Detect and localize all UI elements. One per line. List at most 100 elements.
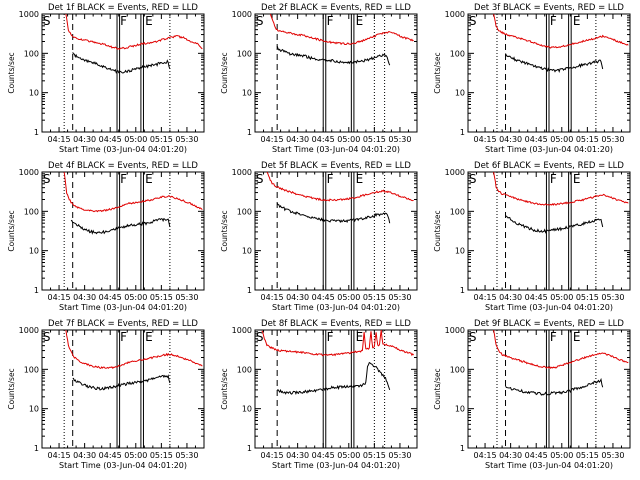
panel-det-2: Det 2f BLACK = Events, RED = LLD 1 10 100 10… [220,3,418,154]
series-events-line [72,52,171,74]
interval-marker-s: S [256,14,264,28]
y-tick-label: 100 [450,365,465,374]
y-tick-label: 1000 [232,10,252,19]
y-tick-label: 1000 [19,168,39,177]
interval-marker-e: E [573,14,581,28]
x-tick-label: 04:30 [499,135,522,144]
x-tick-label: 04:15 [261,293,284,302]
y-axis-label: Counts/sec [7,210,16,251]
y-tick-label: 100 [24,207,39,216]
y-tick-label: 1 [460,286,465,295]
series-lld-line [63,172,203,213]
interval-marker-f: F [327,330,334,344]
x-tick-label: 05:00 [550,135,573,144]
y-tick-label: 100 [237,365,252,374]
panel-title: Det 5f BLACK = Events, RED = LLD [261,161,411,171]
x-tick-label: 05:00 [550,293,573,302]
y-tick-label: 1 [460,444,465,453]
x-tick-label: 05:15 [363,451,386,460]
x-tick-label: 05:30 [175,293,198,302]
interval-marker-e: E [573,330,581,344]
y-axis-label: Counts/sec [433,52,442,93]
y-tick-label: 1000 [445,10,465,19]
interval-marker-s: S [256,330,264,344]
x-axis-label: Start Time (03-Jun-04 04:01:20) [272,145,400,154]
interval-marker-e: E [145,330,153,344]
series-lld-line [493,330,629,369]
x-axis-label: Start Time (03-Jun-04 04:01:20) [485,461,613,470]
plot-frame [254,13,418,133]
x-tick-label: 05:30 [388,135,411,144]
x-tick-label: 04:30 [73,293,96,302]
x-tick-label: 05:30 [175,451,198,460]
panel-title: Det 7f BLACK = Events, RED = LLD [48,319,198,329]
interval-marker-e: E [356,330,364,344]
x-tick-label: 05:30 [601,451,624,460]
series-events-line [505,214,604,234]
plot-frame [254,329,418,449]
panel-det-7: Det 7f BLACK = Events, RED = LLD 1 10 100 10… [7,319,205,470]
series-lld-line [266,172,414,202]
x-tick-label: 04:30 [286,451,309,460]
series-events-line [72,374,171,391]
panel-title: Det 6f BLACK = Events, RED = LLD [474,161,624,171]
x-tick-label: 05:15 [576,135,599,144]
x-tick-label: 05:15 [150,451,173,460]
y-tick-label: 10 [29,247,39,256]
y-tick-label: 10 [29,89,39,98]
x-tick-label: 04:45 [312,135,335,144]
y-tick-label: 1 [460,128,465,137]
y-axis-label: Counts/sec [7,52,16,93]
panel-det-8: Det 8f BLACK = Events, RED = LLD 1 10 100 10… [220,319,418,470]
x-tick-label: 05:30 [388,293,411,302]
series-lld-line [65,330,203,370]
interval-marker-s: S [469,172,477,186]
x-tick-label: 05:15 [576,451,599,460]
x-axis-label: Start Time (03-Jun-04 04:01:20) [59,145,187,154]
x-tick-label: 04:15 [48,293,71,302]
series-lld-line [261,330,414,357]
y-tick-label: 10 [455,405,465,414]
x-axis-label: Start Time (03-Jun-04 04:01:20) [485,303,613,312]
y-tick-label: 1 [34,286,39,295]
x-tick-label: 05:30 [175,135,198,144]
panel-det-6: Det 6f BLACK = Events, RED = LLD 1 10 100 10… [433,161,631,312]
y-axis-label: Counts/sec [220,368,229,409]
interval-marker-s: S [43,14,51,28]
y-tick-label: 10 [29,405,39,414]
x-axis-label: Start Time (03-Jun-04 04:01:20) [59,303,187,312]
x-tick-label: 04:30 [73,135,96,144]
y-tick-label: 1 [247,444,252,453]
x-axis-label: Start Time (03-Jun-04 04:01:20) [272,461,400,470]
x-tick-label: 04:45 [99,293,122,302]
plot-frame [41,171,205,291]
x-tick-label: 05:15 [363,293,386,302]
interval-marker-e: E [356,14,364,28]
y-tick-label: 100 [450,49,465,58]
x-tick-label: 05:30 [388,451,411,460]
interval-marker-s: S [469,14,477,28]
series-events-line [276,46,391,66]
interval-marker-e: E [573,172,581,186]
x-tick-label: 05:30 [601,135,624,144]
interval-marker-f: F [550,14,557,28]
series-events-line [70,217,171,235]
interval-marker-s: S [43,330,51,344]
x-axis-label: Start Time (03-Jun-04 04:01:20) [59,461,187,470]
interval-marker-f: F [550,330,557,344]
x-tick-label: 04:30 [499,451,522,460]
x-tick-label: 04:15 [474,135,497,144]
interval-marker-s: S [43,172,51,186]
panel-det-1: Det 1f BLACK = Events, RED = LLD 1 10 100 10… [7,3,205,154]
interval-marker-e: E [356,172,364,186]
x-tick-label: 04:30 [499,293,522,302]
x-tick-label: 04:15 [48,451,71,460]
y-tick-label: 1 [34,128,39,137]
y-tick-label: 100 [237,49,252,58]
y-tick-label: 1000 [232,326,252,335]
interval-marker-f: F [327,172,334,186]
x-tick-label: 04:15 [474,293,497,302]
y-tick-label: 1000 [445,168,465,177]
interval-marker-f: F [120,14,127,28]
